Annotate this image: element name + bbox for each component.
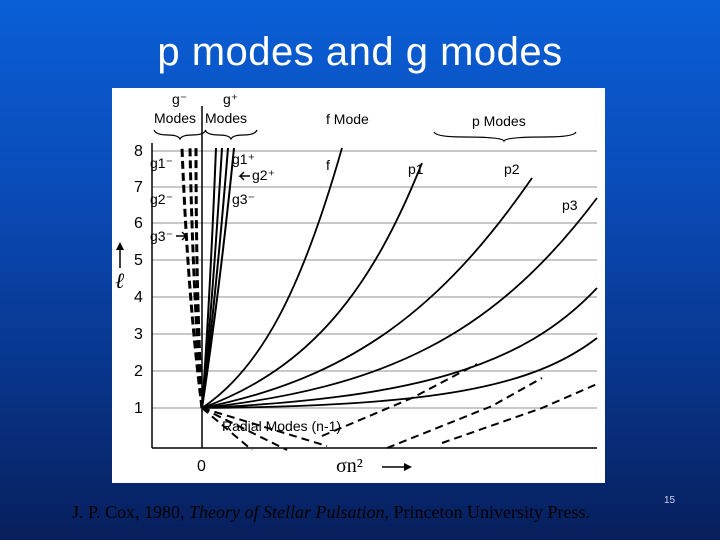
g1-plus-label: g1⁺ — [232, 151, 255, 167]
g-minus-brace — [153, 129, 207, 141]
y-tick-label: 4 — [134, 289, 143, 306]
radial-mode-line — [321, 363, 478, 437]
radial-modes-label: Radial Modes (n-1) — [222, 418, 341, 434]
citation-publisher: Princeton University Press. — [389, 502, 591, 522]
y-tick-label: 6 — [134, 215, 143, 232]
g3-minus-arrow — [176, 231, 188, 241]
p3-mode-curve — [201, 197, 598, 409]
p5-mode-curve — [201, 337, 598, 409]
mode-diagram: 8 7 6 5 4 3 2 1 0 ℓ σn² g⁻ Modes g⁺ Mode… — [112, 88, 605, 483]
g2-plus-label: g2⁺ — [252, 167, 275, 183]
y-axis-arrowhead — [116, 242, 124, 250]
g-minus-modes: Modes — [154, 110, 196, 126]
y-tick-label: 7 — [134, 179, 143, 196]
f-mode-label: f Mode — [326, 111, 369, 127]
p-modes-label: p Modes — [472, 113, 526, 129]
p1-curve-label: p1 — [408, 161, 424, 177]
g-plus-curve — [201, 147, 235, 409]
x-axis-arrowhead — [404, 463, 412, 471]
p2-curve-label: p2 — [504, 161, 520, 177]
y-tick-label: 2 — [134, 363, 143, 380]
y-tick-label: 5 — [134, 252, 143, 269]
p-modes-brace — [433, 131, 577, 143]
g3-minus-label: g3⁻ — [150, 228, 173, 244]
p2-mode-curve — [201, 177, 533, 409]
p4-mode-curve — [201, 287, 598, 409]
x-axis-label: σn² — [336, 455, 363, 477]
g3-plus-label: g3⁻ — [232, 191, 255, 207]
y-axis-label: ℓ — [115, 268, 125, 293]
citation-author: J. P. Cox, 1980, — [72, 502, 190, 522]
y-tick-label: 8 — [134, 143, 143, 160]
radial-mode-line — [201, 407, 253, 451]
p1-mode-curve — [201, 162, 423, 409]
citation-book-title: Theory of Stellar Pulsation, — [189, 502, 390, 522]
x-tick-label: 0 — [197, 458, 206, 475]
g2-minus-label: g2⁻ — [150, 191, 173, 207]
f-curve-label: f — [326, 157, 330, 173]
p3-curve-label: p3 — [562, 197, 578, 213]
g-minus-curve — [194, 147, 204, 409]
citation: J. P. Cox, 1980, Theory of Stellar Pulsa… — [72, 502, 590, 523]
g2-plus-arrow — [238, 171, 250, 181]
g-plus-brace — [204, 129, 258, 141]
y-tick-label: 1 — [134, 400, 143, 417]
g1-minus-label: g1⁻ — [150, 155, 173, 171]
f-mode-curve — [201, 147, 343, 409]
radial-mode-line — [201, 407, 288, 451]
g-plus-header: g⁺ — [223, 91, 238, 107]
g-minus-header: g⁻ — [172, 91, 187, 107]
y-tick-label: 3 — [134, 326, 143, 343]
slide-number: 15 — [664, 495, 676, 506]
radial-mode-line — [441, 383, 598, 444]
slide-title: p modes and g modes — [157, 30, 563, 74]
radial-mode-line — [201, 407, 328, 447]
g-plus-modes: Modes — [205, 110, 247, 126]
radial-mode-line — [386, 377, 543, 449]
mode-diagram-svg: 8 7 6 5 4 3 2 1 0 ℓ σn² g⁻ Modes g⁺ Mode… — [115, 91, 598, 477]
